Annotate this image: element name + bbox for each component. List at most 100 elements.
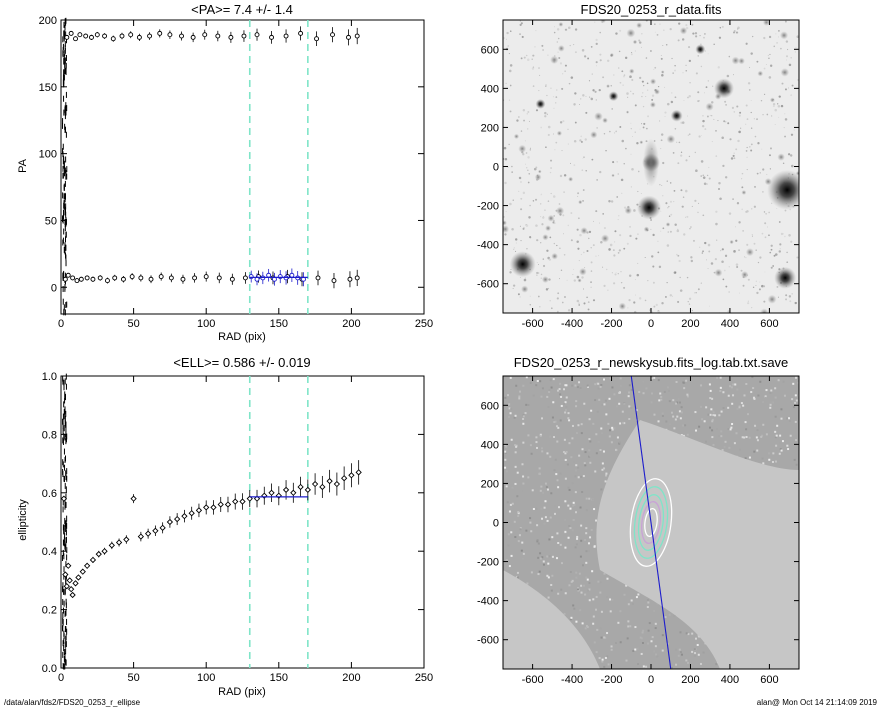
noise-pixel bbox=[610, 648, 613, 651]
noise-speck bbox=[546, 94, 548, 97]
noise-pixel bbox=[601, 660, 604, 663]
noise-speck bbox=[764, 222, 767, 225]
x-tick-label: -200 bbox=[601, 318, 623, 330]
noise-pixel bbox=[661, 412, 664, 415]
data-point bbox=[217, 501, 224, 508]
noise-speck bbox=[646, 82, 649, 85]
noise-pixel bbox=[729, 428, 732, 431]
noise-pixel bbox=[530, 571, 533, 574]
faint-star bbox=[777, 153, 785, 161]
noise-speck bbox=[762, 114, 764, 116]
noise-pixel bbox=[780, 417, 783, 420]
noise-pixel bbox=[559, 419, 562, 422]
noise-pixel bbox=[530, 530, 533, 533]
noise-pixel bbox=[603, 378, 606, 381]
noise-pixel bbox=[553, 421, 556, 424]
noise-speck bbox=[644, 256, 646, 259]
noise-pixel bbox=[581, 491, 584, 494]
noise-pixel bbox=[759, 380, 762, 383]
noise-pixel bbox=[516, 571, 519, 574]
noise-speck bbox=[681, 205, 684, 208]
noise-speck bbox=[520, 57, 523, 60]
noise-speck bbox=[549, 171, 552, 174]
noise-speck bbox=[755, 280, 758, 282]
noise-speck bbox=[756, 172, 759, 175]
noise-pixel bbox=[557, 541, 560, 544]
noise-speck bbox=[786, 48, 789, 51]
noise-speck bbox=[742, 230, 744, 232]
noise-speck bbox=[573, 103, 576, 106]
noise-speck bbox=[692, 32, 695, 35]
noise-pixel bbox=[575, 432, 578, 435]
noise-speck bbox=[672, 72, 674, 74]
noise-speck bbox=[522, 227, 525, 230]
noise-speck bbox=[531, 67, 535, 70]
noise-speck bbox=[585, 111, 588, 114]
x-tick-label: 50 bbox=[127, 672, 139, 684]
noise-speck bbox=[523, 278, 527, 282]
noise-speck bbox=[704, 33, 706, 35]
noise-pixel bbox=[557, 506, 560, 509]
noise-speck bbox=[613, 74, 615, 76]
noise-pixel bbox=[527, 403, 530, 406]
noise-speck bbox=[639, 128, 641, 130]
noise-pixel bbox=[519, 528, 522, 531]
noise-pixel bbox=[723, 446, 726, 449]
noise-speck bbox=[529, 237, 531, 239]
data-point bbox=[105, 278, 110, 284]
noise-speck bbox=[650, 219, 652, 221]
noise-speck bbox=[590, 247, 592, 249]
noise-pixel bbox=[712, 411, 715, 414]
noise-speck bbox=[580, 140, 583, 143]
noise-speck bbox=[686, 215, 689, 218]
noise-speck bbox=[674, 96, 677, 99]
noise-speck bbox=[564, 296, 566, 298]
noise-pixel bbox=[516, 576, 519, 579]
noise-speck bbox=[733, 31, 735, 34]
noise-speck bbox=[582, 189, 585, 191]
noise-speck bbox=[600, 240, 603, 244]
noise-pixel bbox=[543, 506, 546, 509]
noise-pixel bbox=[527, 434, 530, 437]
noise-speck bbox=[556, 310, 559, 313]
data-point bbox=[232, 498, 239, 505]
x-tick-label: 0 bbox=[58, 672, 64, 684]
noise-pixel bbox=[587, 550, 590, 553]
data-point bbox=[290, 489, 297, 496]
noise-speck bbox=[729, 138, 732, 141]
noise-pixel bbox=[522, 552, 525, 555]
noise-speck bbox=[768, 57, 770, 60]
noise-speck bbox=[741, 208, 743, 211]
noise-pixel bbox=[521, 463, 524, 466]
noise-speck bbox=[791, 293, 793, 295]
noise-speck bbox=[629, 234, 632, 238]
noise-pixel bbox=[619, 377, 622, 380]
noise-speck bbox=[772, 103, 776, 106]
noise-pixel bbox=[795, 376, 798, 379]
noise-speck bbox=[652, 233, 655, 237]
noise-pixel bbox=[540, 485, 543, 488]
noise-pixel bbox=[590, 528, 593, 531]
noise-speck bbox=[528, 173, 531, 175]
noise-speck bbox=[773, 45, 776, 48]
noise-pixel bbox=[794, 394, 797, 397]
data-point bbox=[283, 33, 289, 39]
noise-speck bbox=[596, 65, 598, 67]
noise-speck bbox=[678, 141, 681, 144]
noise-speck bbox=[791, 84, 794, 87]
noise-pixel bbox=[557, 592, 560, 595]
noise-speck bbox=[586, 250, 589, 253]
noise-pixel bbox=[522, 422, 525, 425]
noise-speck bbox=[665, 296, 667, 298]
noise-speck bbox=[579, 139, 582, 142]
noise-speck bbox=[517, 293, 520, 296]
noise-speck bbox=[715, 210, 718, 213]
noise-speck bbox=[653, 305, 656, 308]
noise-pixel bbox=[653, 650, 656, 653]
faint-star bbox=[714, 268, 723, 277]
noise-pixel bbox=[585, 624, 588, 627]
noise-speck bbox=[539, 306, 541, 308]
noise-speck bbox=[665, 202, 668, 205]
data-point bbox=[157, 30, 163, 36]
noise-pixel bbox=[575, 571, 578, 574]
